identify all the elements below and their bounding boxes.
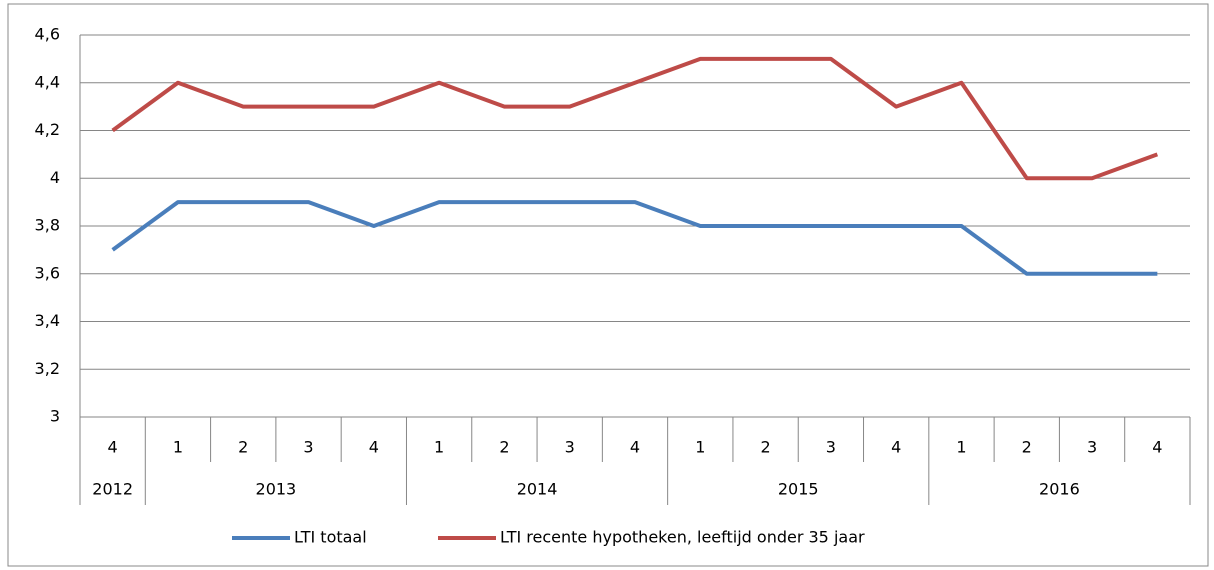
x-tick-label: 1	[434, 438, 444, 457]
y-tick-label: 3,6	[35, 263, 60, 282]
y-tick-label: 4,4	[35, 72, 60, 91]
series-line	[111, 56, 1159, 181]
x-tick-label: 2	[238, 438, 248, 457]
x-tick-label: 4	[1152, 438, 1162, 457]
y-tick-label: 3,2	[35, 359, 60, 378]
x-group-label: 2012	[92, 480, 133, 499]
x-tick-label: 1	[956, 438, 966, 457]
x-tick-label: 3	[826, 438, 836, 457]
x-tick-label: 4	[108, 438, 118, 457]
x-group-label: 2015	[778, 480, 819, 499]
legend-label: LTI totaal	[294, 528, 367, 547]
y-tick-label: 3,4	[35, 311, 60, 330]
y-tick-label: 3	[50, 407, 60, 426]
y-tick-label: 3,8	[35, 216, 60, 235]
x-tick-label: 3	[1087, 438, 1097, 457]
x-group-label: 2016	[1039, 480, 1080, 499]
chart-border	[7, 3, 1209, 567]
x-tick-label: 1	[695, 438, 705, 457]
x-tick-label: 4	[891, 438, 901, 457]
series-line	[111, 200, 1158, 276]
y-tick-label: 4	[50, 168, 60, 187]
y-tick-label: 4,6	[35, 25, 60, 44]
y-tick-label: 4,2	[35, 120, 60, 139]
x-group-label: 2013	[256, 480, 297, 499]
x-tick-label: 2	[499, 438, 509, 457]
x-tick-label: 1	[173, 438, 183, 457]
x-tick-label: 4	[369, 438, 379, 457]
x-tick-label: 3	[303, 438, 313, 457]
x-tick-label: 2	[760, 438, 770, 457]
x-group-label: 2014	[517, 480, 558, 499]
x-tick-label: 3	[565, 438, 575, 457]
x-tick-label: 4	[630, 438, 640, 457]
x-tick-label: 2	[1022, 438, 1032, 457]
legend-label: LTI recente hypotheken, leeftijd onder 3…	[500, 528, 865, 547]
